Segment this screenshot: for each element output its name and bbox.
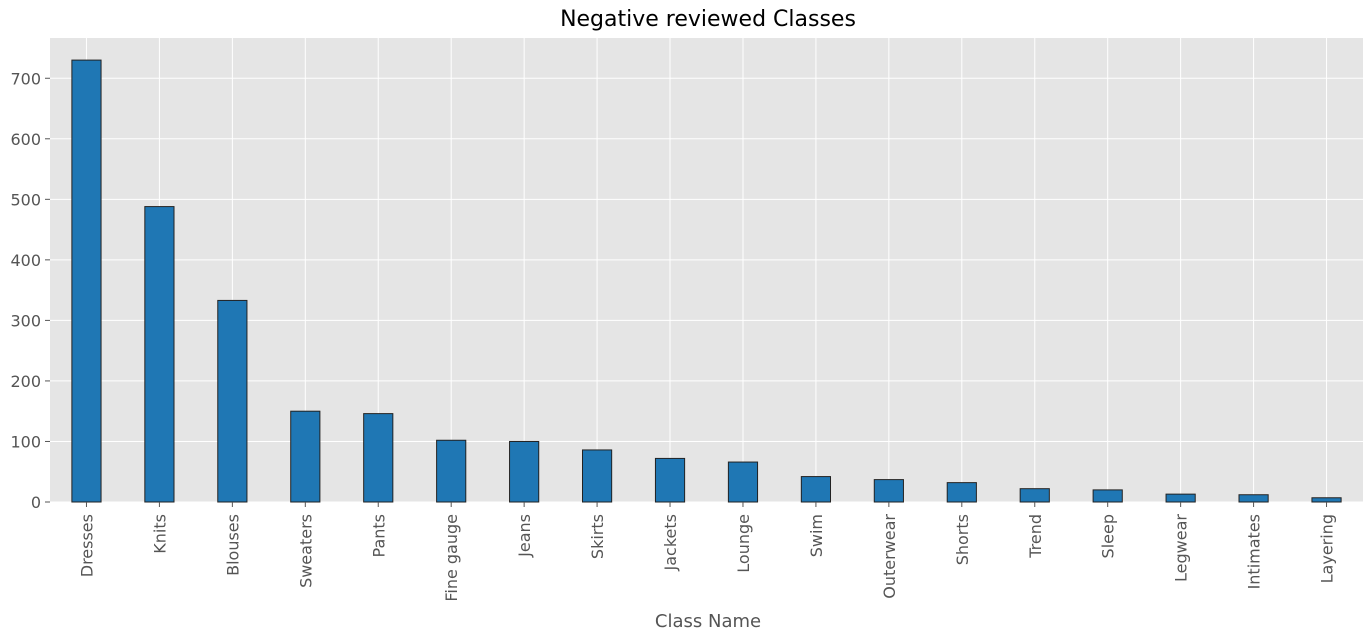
y-tick-label: 600: [10, 130, 41, 149]
x-tick-label: Outerwear: [880, 514, 899, 599]
bar-shorts: [946, 482, 977, 503]
x-tick-label: Fine gauge: [442, 514, 461, 602]
x-tick-label: Pants: [369, 514, 388, 557]
bar-blouses: [217, 299, 248, 503]
chart-title: Negative reviewed Classes: [560, 7, 856, 32]
x-axis-ticks: Dresses Knits Blouses Sweaters Pants Fine gau…: [77, 502, 1337, 602]
bar-layering: [1311, 497, 1342, 503]
y-tick-label: 700: [10, 69, 41, 88]
y-tick-label: 100: [10, 432, 41, 451]
bar-swim: [800, 476, 832, 503]
bar-jeans: [509, 440, 540, 503]
x-tick-label: Intimates: [1245, 514, 1264, 589]
y-tick-label: 400: [10, 251, 41, 270]
x-tick-label: Sweaters: [296, 514, 315, 588]
y-tick-label: 200: [10, 372, 41, 391]
x-tick-label: Layering: [1318, 514, 1337, 583]
bar-intimates: [1238, 494, 1269, 503]
bar-sweaters: [290, 410, 321, 503]
bar-lounge: [727, 461, 759, 503]
bar-jackets: [654, 457, 686, 503]
x-tick-label: Shorts: [953, 514, 972, 565]
y-tick-label: 300: [10, 311, 41, 330]
y-tick-label: 500: [10, 190, 41, 209]
bar-legwear: [1165, 493, 1196, 503]
y-tick-label: 0: [31, 493, 41, 512]
bar-dresses: [71, 59, 102, 503]
y-axis-ticks: 0 100 200 300 400 500 600 700: [10, 69, 50, 512]
bar-skirts: [581, 449, 613, 503]
x-axis-label: Class Name: [655, 611, 761, 632]
x-tick-label: Trend: [1026, 514, 1045, 559]
bar-trend: [1019, 488, 1050, 503]
x-tick-label: Blouses: [223, 514, 242, 576]
x-tick-label: Knits: [150, 514, 169, 554]
x-tick-label: Jeans: [515, 514, 534, 558]
bar-knits: [144, 206, 175, 503]
bars: [71, 59, 1342, 503]
x-tick-label: Lounge: [734, 514, 753, 573]
x-tick-label: Swim: [807, 514, 826, 557]
x-tick-label: Sleep: [1099, 514, 1118, 558]
bar-outerwear: [873, 479, 904, 503]
x-tick-label: Skirts: [588, 514, 607, 559]
x-tick-label: Legwear: [1172, 514, 1191, 582]
bar-pants: [363, 413, 394, 503]
bar-fine-gauge: [436, 439, 467, 503]
x-tick-label: Jackets: [661, 514, 680, 571]
x-tick-label: Dresses: [77, 514, 96, 577]
bar-sleep: [1092, 489, 1123, 503]
plot-area: [50, 38, 1363, 502]
